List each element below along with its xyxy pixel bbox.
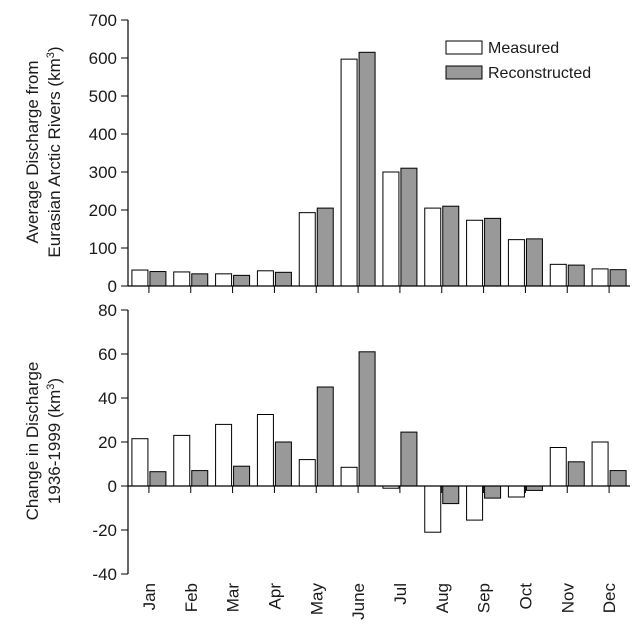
top-bar-reconstructed-feb (191, 273, 209, 287)
bottom-bar-reconstructed-dec (609, 470, 627, 487)
bottom-bar-measured-jan (131, 438, 149, 487)
top-bar-reconstructed-sep (484, 217, 502, 287)
top-y-tick-label: 300 (89, 163, 117, 182)
bottom-y-axis-title-2: 1936-1999 (km3) (45, 378, 64, 504)
top-bar-measured-june (340, 58, 358, 287)
bottom-y-axis-title: Change in Discharge (23, 362, 42, 521)
top-y-tick-label: 200 (89, 201, 117, 220)
top-bar-measured-apr (256, 270, 274, 287)
top-bar-measured-nov (549, 263, 567, 287)
top-bar-reconstructed-oct (525, 238, 543, 287)
bottom-y-tick-label: -20 (92, 521, 117, 540)
legend-label-measured: Measured (488, 40, 559, 57)
top-axes: 0 100 200 300 400 500 600 700 (89, 11, 630, 296)
top-y-tick-label: 700 (89, 11, 117, 30)
bottom-y-tick-label: 60 (98, 345, 117, 364)
x-tick-label-nov: Nov (558, 583, 577, 614)
top-bar-measured-aug (424, 207, 442, 287)
x-tick-label-may: May (307, 583, 326, 616)
x-tick-label-apr: Apr (265, 583, 284, 610)
bottom-bar-measured-sep (466, 485, 484, 521)
x-axis-month-labels: Jan Feb Mar Apr May June Jul Aug Sep Oct Nov Dec (140, 583, 619, 620)
bottom-y-tick-label: 0 (108, 477, 117, 496)
x-tick-label-jul: Jul (391, 583, 410, 605)
top-bar-measured-may (298, 212, 316, 287)
top-bar-reconstructed-nov (567, 264, 585, 287)
top-bar-reconstructed-mar (233, 274, 251, 287)
bottom-bar-reconstructed-jul (400, 431, 418, 487)
bottom-bar-reconstructed-june (358, 351, 376, 487)
top-y-axis-title-2: Eurasian Arctic Rivers (km3) (45, 46, 64, 257)
top-bar-reconstructed-apr (274, 271, 292, 287)
legend-swatch-reconstructed (445, 65, 483, 80)
bottom-bar-reconstructed-jan (149, 471, 167, 487)
bottom-bar-measured-may (298, 459, 316, 487)
bottom-y-tick-label: 40 (98, 389, 117, 408)
top-bar-reconstructed-dec (609, 269, 627, 287)
bottom-y-tick-label: 80 (98, 301, 117, 320)
top-bar-measured-dec (591, 268, 609, 287)
bottom-bar-measured-apr (256, 414, 274, 487)
top-y-tick-label: 100 (89, 239, 117, 258)
bottom-bar-measured-dec (591, 441, 609, 487)
bottom-axes: -40 -20 0 20 40 60 80 (92, 301, 630, 584)
x-tick-label-jan: Jan (140, 583, 159, 610)
top-bar-reconstructed-aug (442, 205, 460, 287)
bottom-bar-reconstructed-sep (484, 485, 502, 499)
bottom-y-tick-label: 20 (98, 433, 117, 452)
bottom-bar-reconstructed-apr (274, 441, 292, 487)
legend-label-reconstructed: Reconstructed (488, 65, 591, 82)
legend: Measured Reconstructed (445, 40, 591, 82)
top-chart-panel: 0 100 200 300 400 500 600 700 Average Discharge… (23, 11, 630, 296)
top-bar-measured-oct (507, 239, 525, 287)
bottom-bar-measured-nov (549, 447, 567, 487)
top-bar-measured-jan (131, 269, 149, 287)
bottom-bar-reconstructed-oct (525, 485, 543, 491)
bottom-bars (131, 351, 627, 533)
x-tick-label-dec: Dec (600, 583, 619, 614)
x-tick-label-aug: Aug (433, 583, 452, 613)
top-bar-measured-feb (173, 271, 191, 287)
bottom-bar-reconstructed-may (316, 386, 334, 487)
bottom-bar-measured-june (340, 466, 358, 487)
top-bars (131, 51, 627, 287)
bottom-bar-measured-mar (215, 423, 233, 487)
top-y-tick-label: 600 (89, 49, 117, 68)
bottom-bar-reconstructed-feb (191, 470, 209, 487)
top-y-axis-title: Average Discharge from (23, 61, 42, 244)
top-bar-measured-sep (466, 219, 484, 287)
x-tick-label-mar: Mar (224, 583, 243, 613)
top-bar-reconstructed-jan (149, 271, 167, 287)
x-tick-label-june: June (349, 583, 368, 620)
bottom-chart-panel: -40 -20 0 20 40 60 80 Change in Discharge 1936… (23, 301, 630, 584)
top-bar-reconstructed-may (316, 207, 334, 287)
top-y-tick-label: 0 (108, 277, 117, 296)
top-bar-reconstructed-june (358, 51, 376, 287)
bottom-bar-measured-oct (507, 485, 525, 498)
bottom-bar-reconstructed-nov (567, 461, 585, 487)
x-tick-label-oct: Oct (516, 583, 535, 610)
bottom-bar-measured-aug (424, 485, 442, 533)
bottom-bar-reconstructed-mar (233, 465, 251, 487)
top-bar-reconstructed-jul (400, 167, 418, 287)
top-bar-measured-mar (215, 273, 233, 287)
bottom-bar-measured-feb (173, 434, 191, 487)
top-y-tick-label: 500 (89, 87, 117, 106)
x-tick-label-sep: Sep (475, 583, 494, 613)
top-bar-measured-jul (382, 171, 400, 287)
legend-swatch-measured (445, 40, 483, 55)
top-y-tick-label: 400 (89, 125, 117, 144)
x-tick-label-feb: Feb (182, 583, 201, 612)
bottom-bar-reconstructed-aug (442, 485, 460, 505)
bottom-y-tick-label: -40 (92, 565, 117, 584)
